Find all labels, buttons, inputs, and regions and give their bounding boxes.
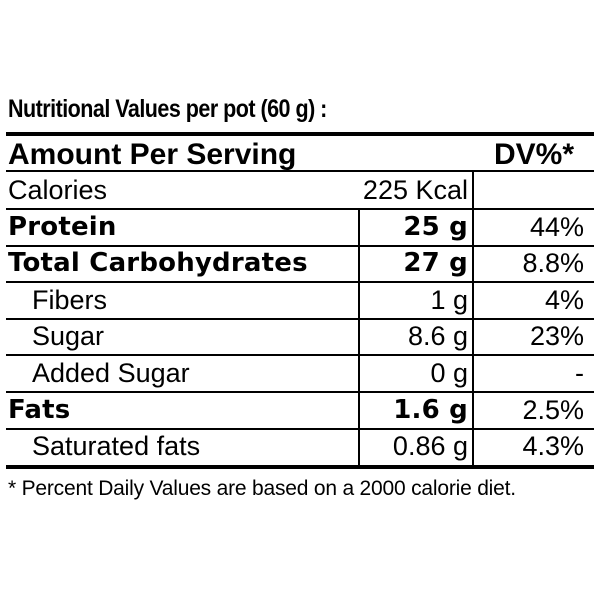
nutrient-name: Calories [8,175,108,205]
nutrient-name: Fibers [32,285,108,315]
nutrient-name: Sugar [32,321,105,351]
nutrient-name: Total Carbohydrates [8,248,308,278]
header-divider [6,170,594,172]
nutrient-amount: 1.6 g [393,395,468,425]
table-row-added-sugar: Added Sugar 0 g - [6,355,594,392]
row-divider [6,318,594,320]
table-bottom-rule [6,465,594,469]
amount-per-serving-heading: Amount Per Serving [8,138,297,171]
column-divider [358,209,360,465]
nutrient-daily-value: 8.8% [522,248,584,278]
nutrient-name: Saturated fats [32,431,201,461]
table-header: Amount Per Serving DV%* [6,132,594,172]
table-row-saturated-fats: Saturated fats 0.86 g 4.3% [6,428,594,465]
table-row-calories: Calories 225 Kcal [6,172,594,209]
nutrient-amount: 0.86 g [392,431,468,461]
nutrient-name: Fats [8,395,71,425]
table-row-sugar: Sugar 8.6 g 23% [6,318,594,355]
nutrient-amount: 1 g [430,285,468,315]
table-row-fibers: Fibers 1 g 4% [6,282,594,319]
row-divider [6,281,594,283]
table-row-total-carbohydrates: Total Carbohydrates 27 g 8.8% [6,245,594,282]
nutrient-name: Protein [8,212,117,242]
row-divider [6,208,594,210]
nutrient-daily-value: 23% [529,321,584,351]
row-divider [6,428,594,430]
nutrient-daily-value: - [575,358,584,388]
nutrition-facts-label: Nutritional Values per pot (60 g) : Amou… [6,0,594,600]
table-row-fats: Fats 1.6 g 2.5% [6,392,594,429]
daily-value-heading: DV%* [493,138,574,171]
nutrient-daily-value: 4% [544,285,584,315]
nutrient-amount: 8.6 g [407,321,468,351]
column-divider [472,172,474,465]
row-divider [6,245,594,247]
nutrient-name: Added Sugar [32,358,190,388]
nutrient-daily-value: 44% [529,212,584,242]
row-divider [6,391,594,393]
label-title: Nutritional Values per pot (60 g) : [8,95,327,123]
nutrient-amount: 225 Kcal [362,175,468,205]
row-divider [6,354,594,356]
nutrient-daily-value: 4.3% [522,431,584,461]
nutrient-amount: 27 g [403,248,468,278]
nutrient-daily-value: 2.5% [522,395,584,425]
table-row-protein: Protein 25 g 44% [6,209,594,246]
nutrient-amount: 0 g [430,358,468,388]
footnote: * Percent Daily Values are based on a 20… [8,477,516,500]
nutrient-amount: 25 g [403,212,468,242]
